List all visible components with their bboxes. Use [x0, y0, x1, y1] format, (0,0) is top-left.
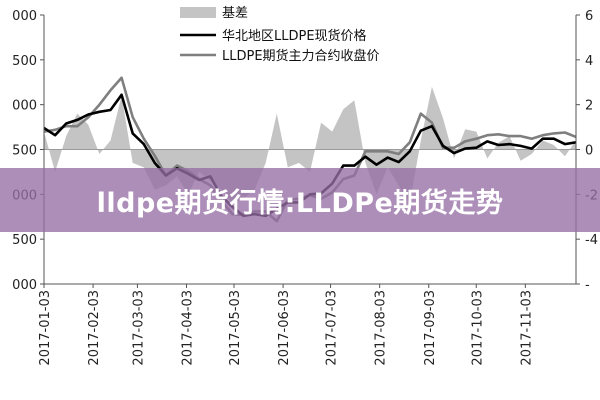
right-tick-label: 0	[585, 144, 593, 159]
x-tick-label: 2017-07-03	[325, 290, 340, 366]
banner-title: lldpe期货行情:LLDPe期货走势	[96, 187, 504, 219]
left-tick-label: 500	[12, 144, 37, 159]
right-tick-label: 2	[585, 99, 593, 114]
x-tick-label: 2017-02-03	[87, 290, 102, 366]
legend-label-basis: 基差	[222, 6, 248, 21]
x-tick-label: 2017-05-03	[228, 290, 243, 366]
legend: 基差 华北地区LLDPE现货价格 LLDPE期货主力合约收盘价	[180, 6, 380, 64]
x-tick-label: 2017-08-03	[374, 290, 389, 366]
axes	[40, 14, 580, 288]
x-tick-label: 2017-09-03	[423, 290, 438, 366]
left-tick-label: 000	[12, 278, 37, 293]
left-tick-label: 000	[12, 99, 37, 114]
x-tick-label: 2017-06-03	[277, 290, 292, 366]
legend-label-spot: 华北地区LLDPE现货价格	[222, 28, 367, 44]
left-tick-label: 500	[12, 54, 37, 69]
right-tick-label: -4	[585, 233, 598, 248]
title-banner: lldpe期货行情:LLDPe期货走势	[0, 168, 600, 232]
right-tick-label: -	[585, 278, 590, 293]
x-tick-label: 2017-03-03	[131, 290, 146, 366]
x-tick-label: 2017-01-03	[38, 290, 53, 366]
x-tick-label: 2017-04-03	[181, 290, 196, 366]
right-tick-label: 4	[585, 54, 593, 69]
left-tick-label: 500	[12, 233, 37, 248]
tick-labels: 0005000005000005000006420-2-4-2017-01-03…	[12, 9, 598, 366]
right-tick-label: 6	[585, 9, 593, 24]
x-tick-label: 2017-11-03	[519, 290, 534, 366]
legend-swatch-basis	[180, 7, 216, 18]
x-tick-label: 2017-10-03	[470, 290, 485, 366]
legend-label-futures: LLDPE期货主力合约收盘价	[222, 48, 380, 64]
left-tick-label: 000	[12, 9, 37, 24]
